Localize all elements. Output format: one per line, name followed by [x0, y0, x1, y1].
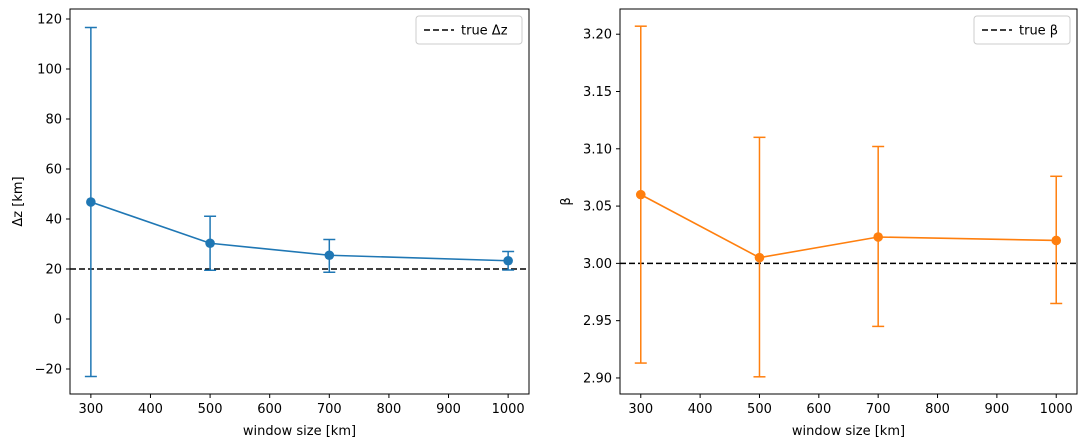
x-axis-label: window size [km] [243, 424, 356, 439]
x-tick-label: 400 [688, 402, 713, 417]
series-line [90, 201, 509, 262]
data-point [205, 238, 215, 249]
y-tick-label: 3.15 [583, 85, 612, 100]
data-point [873, 232, 883, 242]
axes-frame [69, 8, 530, 395]
x-tick-label: 300 [78, 402, 103, 417]
data-point [1051, 235, 1062, 246]
x-tick-label: 1000 [492, 402, 525, 417]
data-point [754, 252, 765, 263]
data-point [503, 255, 513, 266]
axes-frame [619, 8, 1078, 395]
y-tick-label: 120 [37, 13, 62, 28]
subplot-2: 300 400 500 600 700 800 900 1000 2.90 2.95 3.00 3.0… [559, 8, 1078, 439]
x-tick-label: 700 [317, 402, 342, 417]
x-tick-label: 700 [866, 402, 891, 417]
y-tick-label: 3.10 [583, 142, 612, 157]
x-tick-label: 500 [747, 402, 772, 417]
x-tick-label: 900 [436, 402, 461, 417]
legend-label: true β [1019, 24, 1058, 39]
subplot-1: 300 400 500 600 700 800 900 1000 −20 0 20 40 60 80 100… [11, 8, 530, 439]
series-line [640, 193, 1057, 259]
x-tick-label: 400 [138, 402, 163, 417]
y-tick-label: 2.90 [583, 371, 612, 386]
y-axis-label: β [559, 197, 574, 205]
x-tick-label: 1000 [1040, 402, 1073, 417]
legend-box [973, 15, 1071, 45]
legend-label: true Δz [461, 24, 508, 39]
y-axis-label: Δz [km] [11, 176, 26, 226]
y-tick-label: 60 [45, 163, 62, 178]
y-tick-label: 3.00 [583, 257, 612, 272]
x-tick-label: 500 [198, 402, 223, 417]
x-tick-label: 800 [377, 402, 402, 417]
x-tick-label: 300 [628, 402, 653, 417]
x-tick-label: 600 [257, 402, 282, 417]
y-tick-label: 2.95 [583, 314, 612, 329]
y-tick-label: 40 [45, 213, 62, 228]
legend-box [415, 15, 523, 45]
y-tick-label: −20 [35, 363, 62, 378]
x-tick-label: 900 [984, 402, 1009, 417]
y-tick-label: 3.20 [583, 28, 612, 43]
y-tick-label: 100 [37, 63, 62, 78]
data-point [324, 250, 335, 261]
x-axis-label: window size [km] [792, 424, 905, 439]
y-tick-label: 0 [54, 313, 62, 328]
y-tick-label: 3.05 [583, 200, 612, 215]
y-tick-label: 20 [45, 263, 62, 278]
y-tick-label: 80 [45, 113, 62, 128]
data-point [635, 189, 646, 200]
x-tick-label: 800 [925, 402, 950, 417]
x-tick-label: 600 [806, 402, 831, 417]
data-point [86, 197, 96, 207]
